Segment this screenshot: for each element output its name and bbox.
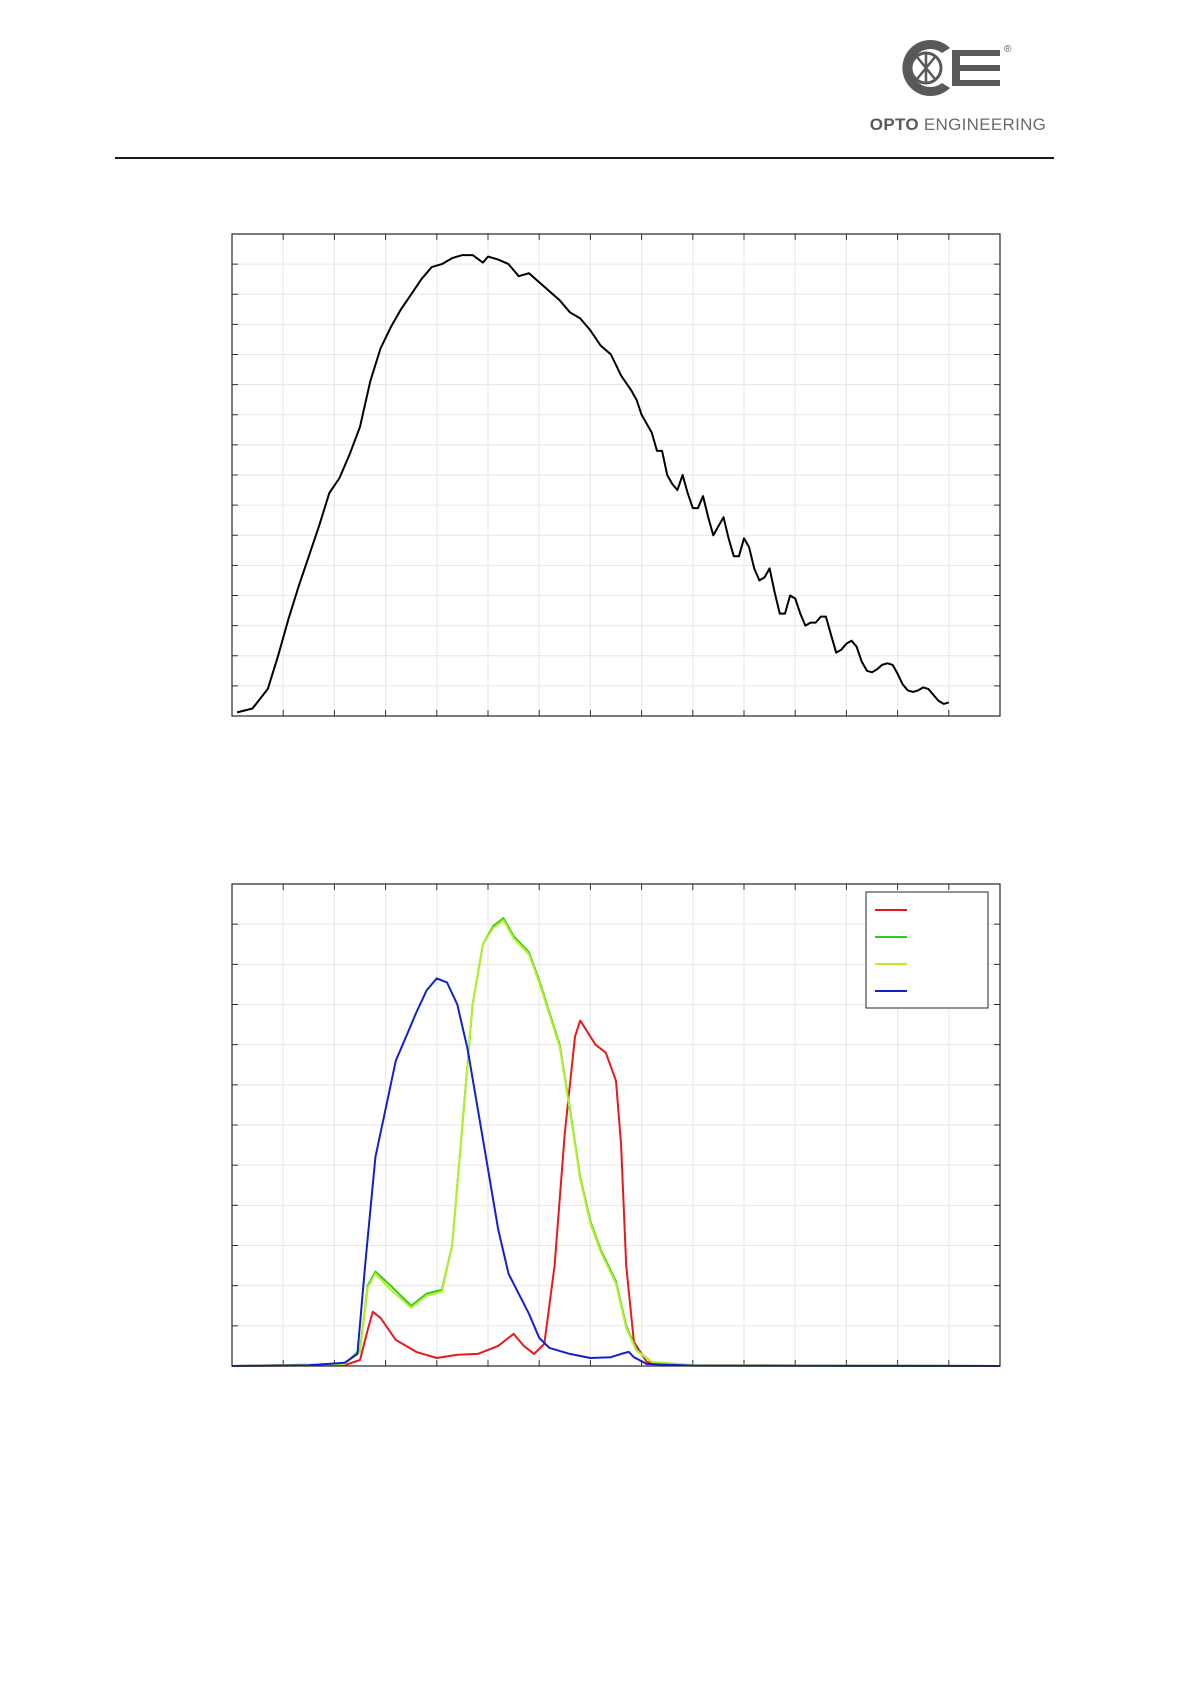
header-rule [115,157,1054,159]
chart-2-frame [231,883,1001,1367]
oe-mark-icon [902,40,1000,96]
chart-1-plot [231,233,1001,717]
chart-2 [230,882,1002,1368]
chart-2-grid [232,884,1000,1366]
logo-brand-bold: OPTO [869,115,919,134]
logo-brand-rest: ENGINEERING [918,115,1047,134]
chart-2-plot [231,883,1001,1367]
chart-2-series-line-2 [231,919,1001,1367]
chart-2-legend-box [865,891,989,1009]
chart-2-series-line-0 [231,1019,1001,1367]
opto-engineering-logo: ® OPTO ENGINEERING [868,22,1048,140]
logo-wordmark: OPTO ENGINEERING [868,115,1048,135]
chart-2-legend [865,891,989,1009]
registered-mark: ® [1004,44,1012,55]
chart-1 [230,232,1002,718]
chart-1-frame [231,233,1001,717]
chart-1-grid [232,234,1000,716]
chart-2-series-line-3 [231,977,1001,1367]
chart-1-series-line-0 [236,254,950,714]
